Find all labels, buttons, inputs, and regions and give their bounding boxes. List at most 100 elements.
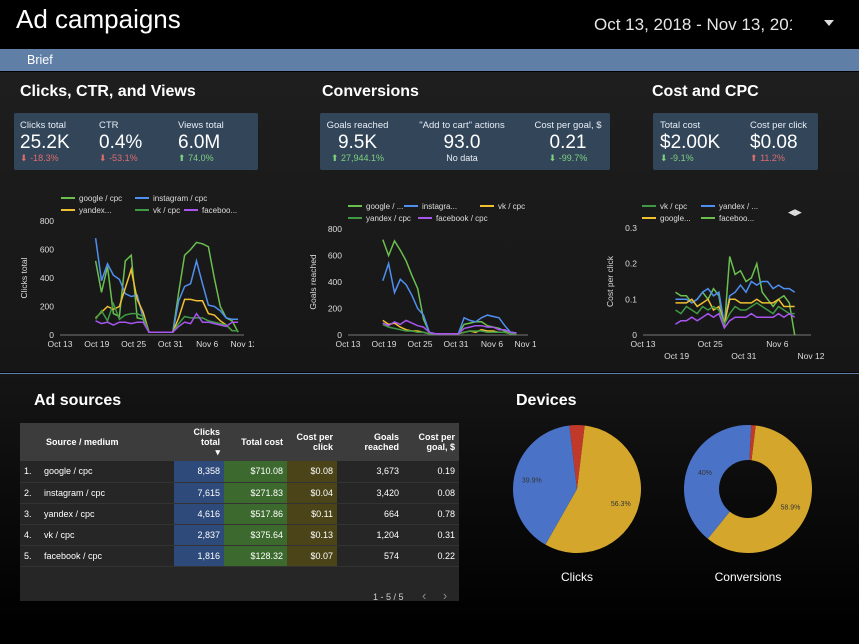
y-tick-label: 600 [328, 251, 342, 261]
scorecard-delta: ⬇ -18.3% [20, 153, 59, 163]
section-title-devices: Devices [516, 392, 577, 409]
col-header-cpg[interactable]: Cost per goal, $ [403, 423, 459, 461]
cell-goals: 3,673 [337, 461, 403, 483]
scorecard-total-cost[interactable]: Total cost $2.00K ⬇ -9.1% [660, 113, 730, 169]
table-header-row: Source / medium Clicks total ▾ Total cost … [20, 423, 459, 461]
y-tick-label: 800 [328, 224, 342, 234]
next-page-icon[interactable]: › [442, 588, 448, 603]
x-tick-label: Nov 12 [515, 339, 536, 349]
scorecard-label: Views total [178, 120, 224, 131]
series-line-facebook [675, 312, 796, 330]
cell-cost: $517.86 [224, 503, 287, 525]
table-row[interactable]: 1. google / cpc 8,358 $710.08 $0.08 3,673 0.19 [20, 461, 459, 483]
table-row[interactable]: 4. vk / cpc 2,837 $375.64 $0.13 1,204 0.31 [20, 524, 459, 546]
scorecard-label: CTR [99, 120, 119, 131]
scorecard-label: Cost per goal, $ [534, 120, 602, 131]
pie-slice [684, 425, 752, 539]
cost-line-chart[interactable]: 0 0.1 0.2 0.3 Cost per click Oct 13 Oct 19 Oct … [603, 198, 825, 364]
cell-source: 4. vk / cpc [20, 524, 174, 546]
cell-clicks: 4,616 [174, 503, 224, 525]
clicks-pie-chart[interactable]: 56.3% 39.9% Clicks [506, 422, 650, 592]
row-index: 3. [24, 508, 32, 519]
legend-entry: yandex / ... [719, 202, 758, 211]
scorecard-value: $2.00K [660, 132, 721, 153]
y-tick-label: 0 [632, 330, 637, 340]
y-tick-label: 800 [40, 216, 54, 226]
conversions-line-chart[interactable]: 0 200 400 600 800 Goals reached Oct 13 Oct 19 Oc… [306, 196, 536, 356]
cell-cpg: 0.78 [403, 503, 459, 525]
x-tick-label: Oct 13 [630, 339, 655, 349]
brief-label[interactable]: Brief [27, 53, 53, 67]
y-axis-label: Goals reached [308, 254, 318, 310]
legend-nav-icon[interactable]: ◀▶ [788, 207, 802, 217]
series-line-vk [675, 301, 795, 327]
scorecard-cost-per-goal[interactable]: Cost per goal, $ 0.21 ⬇ -99.7% [528, 113, 608, 169]
scorecard-label: "Add to cart" actions [419, 120, 505, 131]
x-tick-label: Nov 6 [766, 339, 788, 349]
scorecard-cost-per-click[interactable]: Cost per click $0.08 ⬆ 11.2% [750, 113, 818, 169]
pie-slice-label: 58.9% [781, 504, 801, 511]
scorecard-goals-reached[interactable]: Goals reached 9.5K ⬆ 27,944.1% [320, 113, 395, 169]
scorecard-value: $0.08 [750, 132, 798, 153]
cell-cost: $375.64 [224, 524, 287, 546]
table-pager: 1 - 5 / 5 ‹ › [373, 588, 447, 603]
scorecard-ctr[interactable]: CTR 0.4% ⬇ -53.1% [99, 113, 169, 169]
cell-source: 3. yandex / cpc [20, 503, 174, 525]
clicks-line-chart[interactable]: 0 200 400 600 800 Clicks total Oct 13 Oct 19 Oct… [14, 188, 254, 356]
x-tick-label: Oct 31 [443, 339, 468, 349]
series-line-google [382, 239, 517, 335]
scorecard-value: 9.5K [337, 132, 378, 153]
x-tick-label: Oct 19 [84, 339, 109, 349]
pie-slice [707, 425, 812, 553]
date-range-picker[interactable]: Oct 13, 2018 - Nov 13, 2018 [594, 15, 792, 34]
legend-entry: faceboo... [719, 214, 754, 223]
scorecard-value: 25.2K [20, 132, 70, 153]
cell-cpg: 0.22 [403, 545, 459, 567]
legend-entry: instagram / cpc [153, 194, 207, 203]
legend-entry: vk / cpc [660, 202, 687, 211]
x-tick-label: Oct 31 [731, 351, 756, 361]
cell-clicks: 1,816 [174, 545, 224, 567]
y-tick-label: 0.2 [625, 259, 637, 269]
legend-entry: yandex / cpc [366, 214, 411, 223]
col-header-cpc[interactable]: Cost per click [287, 423, 337, 461]
scorecard-value: 0.21 [549, 132, 587, 153]
pie-slice [545, 425, 641, 553]
scorecard-delta: ⬇ -9.1% [660, 153, 694, 163]
pie-slice [569, 425, 585, 489]
scorecard-add-to-cart[interactable]: "Add to cart" actions 93.0 No data [412, 113, 512, 169]
source-name: google / cpc [44, 466, 93, 477]
cell-clicks: 8,358 [174, 461, 224, 483]
row-index: 5. [24, 550, 32, 561]
col-header-source[interactable]: Source / medium [20, 423, 174, 461]
conversions-donut-chart[interactable]: 58.9% 40% Conversions [676, 422, 822, 592]
legend-entry: google / cpc [79, 194, 122, 203]
x-tick-label: Oct 19 [371, 339, 396, 349]
table-row[interactable]: 5. facebook / cpc 1,816 $128.32 $0.07 574 0.22 [20, 545, 459, 567]
series-line-facebook [95, 312, 239, 333]
cell-cpc: $0.13 [287, 524, 337, 546]
chevron-down-icon[interactable] [824, 20, 834, 26]
cell-cpc: $0.04 [287, 482, 337, 504]
x-tick-label: Oct 19 [664, 351, 689, 361]
x-tick-label: Oct 13 [335, 339, 360, 349]
cell-goals: 3,420 [337, 482, 403, 504]
col-header-cost[interactable]: Total cost [224, 423, 287, 461]
y-axis-label: Cost per click [605, 255, 615, 307]
table-row[interactable]: 3. yandex / cpc 4,616 $517.86 $0.11 664 0.78 [20, 503, 459, 525]
col-header-clicks[interactable]: Clicks total ▾ [174, 423, 224, 461]
scorecard-delta: ⬇ -53.1% [99, 153, 138, 163]
table-row[interactable]: 2. instagram / cpc 7,615 $271.83 $0.04 3,420 0… [20, 482, 459, 504]
arrow-up-icon: ⬆ [178, 153, 186, 163]
scorecard-group-cost: Total cost $2.00K ⬇ -9.1% Cost per click… [653, 113, 818, 170]
arrow-up-icon: ⬆ [330, 153, 339, 163]
source-name: instagram / cpc [44, 487, 106, 498]
prev-page-icon[interactable]: ‹ [422, 588, 427, 603]
scorecard-views-total[interactable]: Views total 6.0M ⬆ 74.0% [178, 113, 254, 169]
scorecard-label: Clicks total [20, 120, 66, 131]
scorecard-delta: ⬆ 11.2% [750, 153, 785, 163]
legend-entry: google... [660, 214, 691, 223]
scorecard-clicks-total[interactable]: Clicks total 25.2K ⬇ -18.3% [20, 113, 100, 169]
arrow-down-icon: ⬇ [99, 153, 107, 163]
col-header-goals[interactable]: Goals reached [337, 423, 403, 461]
